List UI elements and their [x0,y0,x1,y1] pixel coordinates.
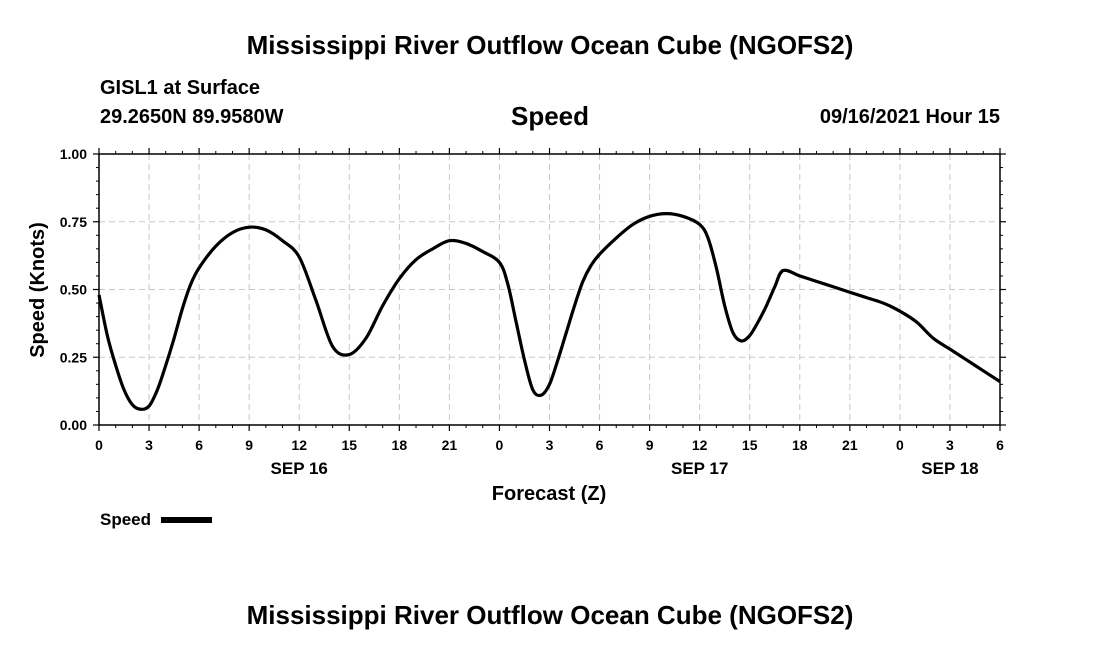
series-line-speed [97,212,1001,411]
chart-title-bottom: Mississippi River Outflow Ocean Cube (NG… [246,600,854,630]
station-label: GISL1 at Surface [100,77,261,99]
x-tick-label: 0 [95,437,103,453]
x-tick-label: 6 [195,437,203,453]
x-tick-label: 12 [291,437,307,453]
x-tick-label: 12 [692,437,708,453]
y-tick-label: 0.00 [60,417,87,433]
x-axis: 0 3 6 9 12 15 18 21 0 3 6 9 12 15 18 21 0 3 6 SEP 16 SEP 17 S… [95,148,1004,478]
x-tick-label: 3 [546,437,554,453]
y-tick-label: 0.50 [60,282,87,298]
x-tick-label: 15 [742,437,758,453]
x-tick-label: 0 [896,437,904,453]
y-axis-label: Speed (Knots) [27,222,49,358]
y-axis: 0.00 0.25 0.50 0.75 1.00 [60,146,1006,433]
coordinates-label: 29.2650N 89.9580W [100,106,284,128]
x-axis-label: Forecast (Z) [492,483,606,505]
x-tick-label: 6 [596,437,604,453]
plot-name: Speed [510,101,590,131]
x-tick-label: 21 [442,437,458,453]
x-tick-label: 9 [646,437,654,453]
x-tick-label: 0 [496,437,504,453]
x-tick-label: 18 [792,437,808,453]
chart-title-top: Mississippi River Outflow Ocean Cube (NG… [246,30,854,60]
x-tick-label: 15 [341,437,357,453]
x-tick-label: 3 [145,437,153,453]
gridlines [99,154,1000,425]
x-tick-label: 18 [392,437,408,453]
x-tick-label: 21 [842,437,858,453]
x-tick-label: 9 [245,437,253,453]
date-label: SEP 16 [271,459,328,478]
date-label: SEP 17 [671,459,728,478]
datetime-label: 09/16/2021 Hour 15 [819,106,1000,128]
legend-swatch [161,517,212,523]
x-tick-label: 3 [946,437,954,453]
legend-label: Speed [100,510,151,529]
y-tick-label: 1.00 [60,146,87,162]
x-tick-label: 6 [996,437,1004,453]
y-tick-label: 0.25 [60,349,87,365]
date-label: SEP 18 [921,459,978,478]
y-tick-label: 0.75 [60,214,87,230]
